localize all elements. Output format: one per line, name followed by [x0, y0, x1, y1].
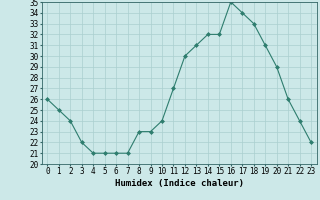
X-axis label: Humidex (Indice chaleur): Humidex (Indice chaleur): [115, 179, 244, 188]
